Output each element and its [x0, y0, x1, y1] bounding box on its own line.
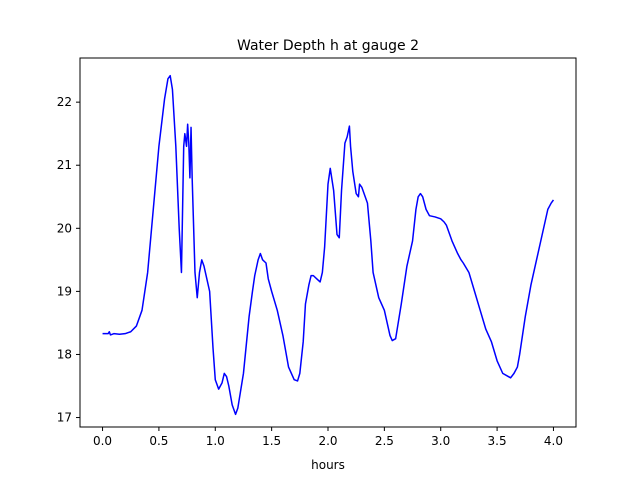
x-tick-label: 1.5: [262, 434, 281, 448]
x-tick-label: 4.0: [544, 434, 563, 448]
y-tick-label: 22: [57, 95, 72, 109]
x-tick-label: 0.0: [93, 434, 112, 448]
y-axis: 17 18 19 20 21 22: [57, 95, 80, 425]
y-tick-label: 19: [57, 284, 72, 298]
series-line: [102, 74, 555, 416]
x-tick-label: 0.5: [149, 434, 168, 448]
x-axis: 0.0 0.5 1.0 1.5 2.0 2.5 3.0 3.5 4.0: [93, 427, 563, 448]
x-tick-label: 2.0: [318, 434, 337, 448]
chart-title: Water Depth h at gauge 2: [237, 38, 419, 54]
x-tick-label: 2.5: [375, 434, 394, 448]
x-tick-label: 3.5: [488, 434, 507, 448]
x-axis-label: hours: [311, 458, 345, 472]
x-tick-label: 1.0: [206, 434, 225, 448]
y-tick-label: 18: [57, 347, 72, 361]
x-tick-label: 3.0: [431, 434, 450, 448]
y-tick-label: 20: [57, 221, 72, 235]
y-tick-label: 21: [57, 158, 72, 172]
y-tick-label: 17: [57, 411, 72, 425]
plot-area: [102, 74, 555, 416]
